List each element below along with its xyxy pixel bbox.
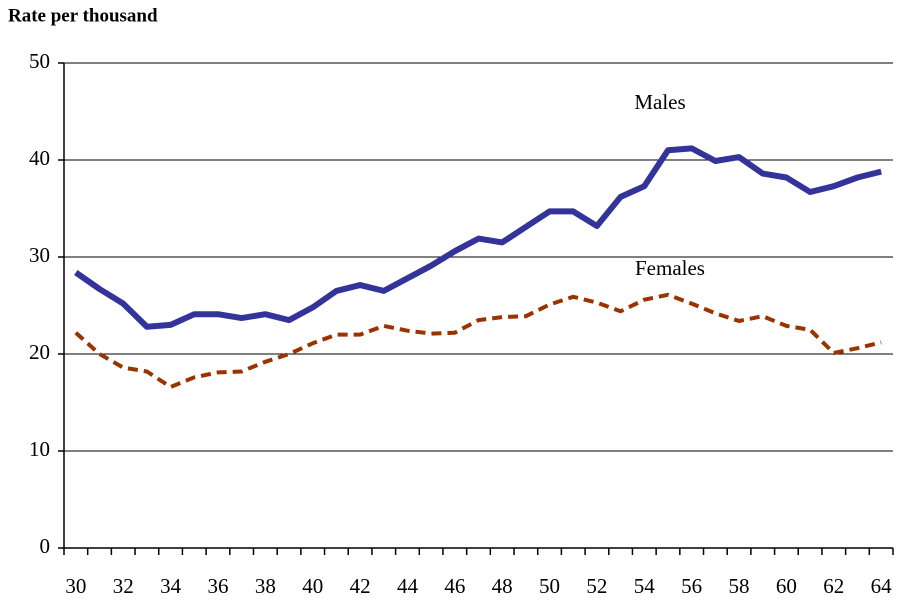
y-tick-label: 0: [40, 534, 51, 558]
x-tick-label: 32: [113, 574, 134, 598]
series-line: [74, 292, 882, 389]
x-tick-label: 52: [586, 574, 607, 598]
x-tick-label: 64: [871, 574, 893, 598]
x-tick-label: 34: [160, 574, 182, 598]
x-tick-label: 40: [302, 574, 323, 598]
x-tick-label: 30: [65, 574, 86, 598]
x-tick-label: 44: [397, 574, 419, 598]
x-tick-label: 56: [681, 574, 702, 598]
x-tick-label: 60: [776, 574, 797, 598]
x-tick-label: 38: [255, 574, 276, 598]
y-tick-label: 50: [29, 49, 50, 73]
y-tick-label: 30: [29, 243, 50, 267]
y-axis-title: Rate per thousand: [8, 5, 158, 26]
x-tick-label: 36: [207, 574, 228, 598]
series-label: Males: [634, 90, 685, 114]
x-tick-label: 58: [729, 574, 750, 598]
y-tick-label: 40: [29, 146, 50, 170]
x-tick-label: 42: [350, 574, 371, 598]
series-line: [74, 145, 882, 330]
series-label: Females: [635, 256, 705, 280]
y-tick-label: 10: [29, 437, 50, 461]
x-tick-label: 54: [634, 574, 656, 598]
x-tick-label: 46: [444, 574, 465, 598]
x-tick-label: 50: [539, 574, 560, 598]
x-tick-label: 62: [823, 574, 844, 598]
y-tick-label: 20: [29, 340, 50, 364]
x-tick-label: 48: [492, 574, 513, 598]
